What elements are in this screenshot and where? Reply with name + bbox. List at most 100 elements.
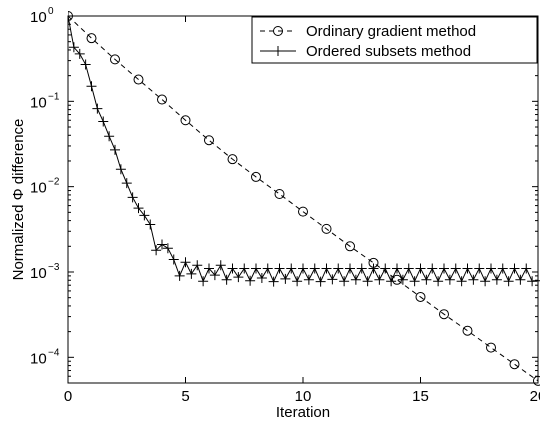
data-point-plus [339, 276, 350, 287]
legend-box [251, 16, 538, 64]
data-point-plus [168, 254, 179, 265]
data-point-plus [192, 260, 203, 271]
y-tick-label: 10 0 [30, 6, 54, 26]
legend-label: Ordered subsets method [306, 43, 471, 60]
data-point-plus [221, 274, 232, 285]
data-point-circle [533, 375, 540, 386]
data-point-plus [74, 48, 85, 59]
data-point-circle [204, 135, 214, 146]
data-point-plus [303, 274, 314, 285]
data-point-plus [503, 276, 514, 287]
data-point-circle [110, 54, 120, 65]
data-point-circle [133, 74, 144, 85]
data-point-plus [256, 273, 267, 284]
data-point-plus [215, 260, 226, 271]
data-point-plus [227, 263, 238, 274]
y-tick-label-exponent: −2 [48, 177, 60, 188]
data-point-plus [450, 263, 461, 274]
data-point-circle [157, 94, 167, 105]
data-point-plus [157, 239, 167, 250]
data-point-plus [515, 274, 526, 285]
data-point-plus [486, 263, 496, 274]
x-axis-label: Iteration [276, 404, 330, 421]
y-axis-label: Normalized Φ difference [10, 119, 27, 281]
data-point-plus [121, 178, 132, 189]
data-point-plus [292, 276, 303, 287]
data-point-circle [486, 342, 496, 353]
data-point-plus [280, 273, 291, 284]
data-point-plus [110, 144, 120, 155]
y-tick-label: 10 −2 [30, 177, 60, 197]
data-point-plus [286, 263, 297, 274]
data-point-plus [497, 263, 508, 274]
data-point-plus [327, 274, 338, 285]
data-point-plus [186, 268, 197, 279]
data-point-plus [174, 270, 185, 281]
data-point-plus [92, 103, 103, 114]
data-point-plus [80, 59, 91, 70]
data-point-circle [321, 223, 332, 234]
data-point-plus [392, 263, 402, 274]
data-point-plus [333, 263, 344, 274]
y-tick-label: 10 −3 [30, 262, 60, 282]
legend-label: Ordinary gradient method [306, 23, 476, 40]
data-point-plus [273, 46, 283, 56]
data-point-plus [444, 274, 455, 285]
x-tick-label: 5 [181, 388, 189, 405]
data-point-plus [368, 263, 379, 274]
data-point-plus [245, 275, 256, 286]
data-point-plus [233, 272, 244, 283]
series-layer [68, 11, 540, 386]
plot-area [67, 15, 539, 384]
data-point-plus [86, 81, 97, 92]
data-point-circle [439, 309, 449, 320]
data-point-circle [251, 171, 261, 182]
data-point-plus [409, 276, 420, 287]
data-point-circle [180, 115, 191, 126]
data-point-plus [397, 274, 408, 285]
data-point-circle [274, 189, 285, 200]
data-point-plus [133, 203, 144, 214]
x-tick-label: 20 [530, 388, 540, 405]
data-point-plus [321, 263, 332, 274]
y-tick-label: 10 −1 [30, 91, 60, 111]
data-point-plus [456, 276, 467, 287]
data-point-plus [239, 263, 250, 274]
x-axis: 0 5 10 15 20 [64, 16, 540, 405]
y-tick-label-base: 10 [30, 265, 47, 282]
data-point-plus [68, 42, 79, 53]
data-point-plus [268, 276, 279, 287]
data-point-plus [139, 210, 150, 221]
data-point-circle [415, 291, 426, 302]
data-point-plus [145, 219, 156, 230]
data-point-plus [374, 274, 385, 285]
data-point-plus [180, 257, 191, 268]
data-point-plus [415, 263, 426, 274]
series-ordinary-gradient [68, 11, 540, 386]
y-tick-label-exponent: −4 [48, 347, 60, 358]
y-tick-label-exponent: −3 [48, 262, 60, 273]
data-point-plus [298, 263, 308, 274]
data-point-plus [315, 276, 326, 287]
data-point-plus [380, 263, 391, 274]
data-point-plus [198, 276, 209, 287]
data-point-plus [521, 263, 532, 274]
data-point-plus [362, 276, 373, 287]
series-ordered-subsets [68, 11, 540, 287]
data-point-plus [251, 263, 261, 274]
data-point-circle [509, 359, 520, 370]
data-point-plus [509, 263, 520, 274]
data-point-plus [491, 274, 502, 285]
y-tick-label-base: 10 [30, 94, 47, 111]
y-tick-label-exponent: −1 [48, 91, 60, 102]
data-point-plus [421, 274, 432, 285]
data-point-plus [98, 116, 109, 127]
y-tick-label-base: 10 [30, 180, 47, 197]
data-point-circle [462, 325, 473, 336]
data-point-plus [127, 192, 138, 203]
data-point-plus [262, 263, 273, 274]
data-point-plus [403, 263, 414, 274]
data-point-plus [480, 276, 491, 287]
x-tick-label: 10 [295, 388, 312, 405]
data-point-plus [209, 270, 220, 281]
